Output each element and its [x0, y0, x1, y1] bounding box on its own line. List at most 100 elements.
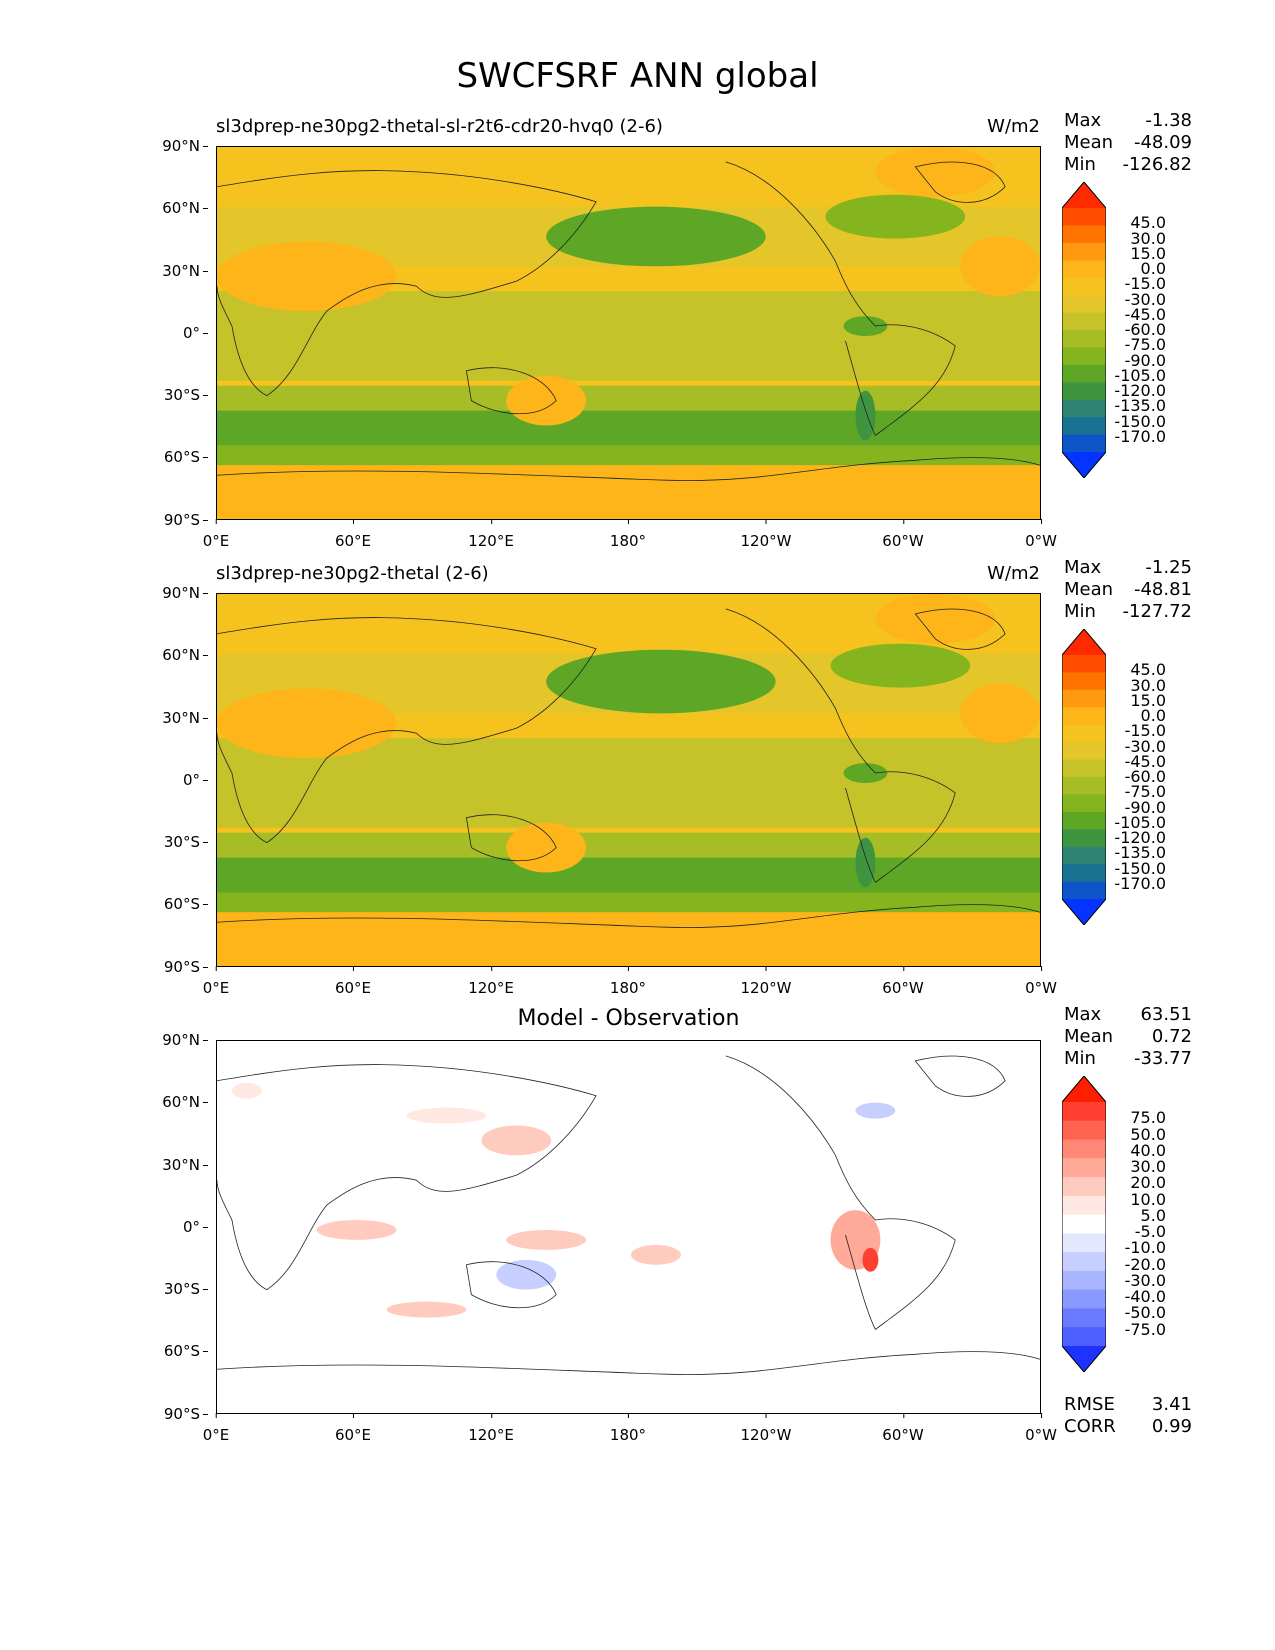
lon-tick: 120°E — [468, 966, 514, 997]
colorbar-tick-label: -60.0 — [1124, 767, 1166, 786]
colorbar-segment — [1062, 1195, 1106, 1216]
colorbar-segment — [1062, 742, 1106, 761]
colorbar-tick-label: 10.0 — [1130, 1189, 1166, 1209]
stat-mean-label: Mean — [1064, 579, 1114, 600]
colorbar-tick-label: 5.0 — [1140, 1205, 1166, 1225]
colorbar-segment — [1062, 1252, 1106, 1272]
colorbar-segment — [1062, 347, 1106, 366]
colorbar-tick-label: -20.0 — [1124, 1254, 1166, 1274]
colorbar-tick-label: 0.0 — [1140, 706, 1166, 725]
colorbar-extend-top — [1062, 182, 1106, 208]
colorbar-tick-label: 40.0 — [1130, 1140, 1166, 1160]
lat-tick: 90°S — [163, 511, 209, 529]
lon-tick: 180° — [609, 966, 647, 997]
colorbar-segment — [1062, 707, 1106, 726]
colorbar-segment — [1062, 382, 1106, 401]
lat-tick: 30°S — [163, 833, 209, 851]
colorbar-tick-label: 75.0 — [1130, 1108, 1166, 1128]
colorbar-segment — [1062, 777, 1106, 795]
colorbar-segment — [1062, 242, 1106, 261]
units-label: W/m2 — [987, 563, 1040, 584]
colorbar-tick-label: -45.0 — [1124, 304, 1166, 324]
colorbar-segment — [1062, 689, 1106, 708]
lat-tick: 60°S — [163, 895, 209, 913]
stat-mean-value: -48.81 — [1133, 579, 1192, 600]
lat-tick: 30°N — [162, 1156, 208, 1174]
stat-mean-value: -48.09 — [1133, 132, 1192, 153]
lon-tick: 60°W — [882, 966, 924, 997]
stats-box: Max -1.25 Mean -48.81 Min -127.72 — [1064, 557, 1192, 623]
colorbar-tick-label: -150.0 — [1114, 858, 1166, 878]
colorbar-tick-label: -15.0 — [1124, 721, 1166, 741]
lat-tick: 90°S — [163, 958, 209, 976]
colorbar-tick-label: -5.0 — [1134, 1222, 1166, 1242]
colorbar-segment — [1062, 417, 1106, 436]
colorbar-tick-label: -135.0 — [1114, 843, 1166, 863]
lat-tick: 60°S — [163, 448, 209, 466]
colorbar — [1062, 629, 1106, 925]
lat-tick: 90°N — [162, 137, 208, 155]
map-plot — [216, 1040, 1041, 1414]
stat-max-value: 63.51 — [1140, 1004, 1192, 1025]
colorbar-segment — [1062, 1214, 1106, 1234]
colorbar-tick-label: 0.0 — [1140, 259, 1166, 278]
lat-tick: 60°S — [163, 1342, 209, 1360]
colorbar-segment — [1062, 1177, 1106, 1197]
colorbar-tick-label: 45.0 — [1130, 660, 1166, 680]
rmse-label: RMSE — [1064, 1394, 1115, 1415]
stat-mean-value: 0.72 — [1151, 1026, 1192, 1047]
panel-title: sl3dprep-ne30pg2-thetal (2-6) — [216, 563, 489, 584]
map-plot — [216, 146, 1041, 520]
colorbar-labels: 75.0 50.0 40.0 30.0 20.0 10.0 5.0 -5.0 -10.0 -20.… — [1106, 1076, 1166, 1372]
colorbar-tick-label: 50.0 — [1130, 1124, 1166, 1144]
colorbar-segment — [1062, 1139, 1106, 1159]
stat-min-value: -127.72 — [1122, 601, 1192, 622]
lat-tick: 60°N — [162, 199, 208, 217]
map-plot — [216, 593, 1041, 967]
colorbar-extend-bottom — [1062, 452, 1106, 478]
colorbar-segment — [1062, 277, 1106, 296]
stats-box: Max -1.38 Mean -48.09 Min -126.82 — [1064, 110, 1192, 176]
colorbar-tick-label: -10.0 — [1124, 1238, 1166, 1258]
colorbar-tick-label: -120.0 — [1114, 828, 1166, 847]
stat-min-value: -33.77 — [1133, 1048, 1192, 1069]
colorbar-tick-label: -60.0 — [1124, 320, 1166, 339]
colorbar-tick-label: -50.0 — [1124, 1303, 1166, 1323]
colorbar-tick-label: -45.0 — [1124, 751, 1166, 771]
colorbar-segment — [1062, 759, 1106, 778]
lon-tick: 60°E — [334, 1413, 372, 1444]
stat-max-label: Max — [1064, 1004, 1102, 1025]
colorbar-tick-label: -90.0 — [1124, 797, 1166, 817]
lat-tick: 0° — [182, 324, 209, 342]
colorbar-tick-label: -105.0 — [1114, 812, 1166, 832]
lat-tick: 90°S — [163, 1405, 209, 1423]
lon-tick: 0°E — [202, 519, 230, 550]
colorbar-segment — [1062, 364, 1106, 383]
colorbar-tick-label: -30.0 — [1124, 1270, 1166, 1290]
lon-tick: 120°W — [740, 1413, 792, 1444]
colorbar-segment — [1062, 829, 1106, 848]
colorbar-segment — [1062, 1270, 1106, 1291]
stats-box: Max 63.51 Mean 0.72 Min -33.77 — [1064, 1004, 1192, 1070]
colorbar-labels: 45.0 30.0 15.0 0.0 -15.0 -30.0 -45.0 -60.0 -75.0… — [1106, 182, 1166, 478]
lon-tick: 120°E — [468, 1413, 514, 1444]
lat-tick: 30°S — [163, 386, 209, 404]
stat-max-value: -1.25 — [1145, 557, 1192, 578]
lon-tick: 180° — [609, 1413, 647, 1444]
difference-map — [217, 1041, 1040, 1413]
colorbar-segment — [1062, 1289, 1106, 1309]
colorbar-tick-label: -150.0 — [1114, 411, 1166, 431]
colorbar-tick-label: -75.0 — [1124, 1319, 1166, 1339]
stat-max-value: -1.38 — [1145, 110, 1192, 131]
panel-model-1: sl3dprep-ne30pg2-thetal-sl-r2t6-cdr20-hv… — [0, 110, 1275, 556]
panel-title: sl3dprep-ne30pg2-thetal-sl-r2t6-cdr20-hv… — [216, 116, 663, 137]
field-map — [217, 594, 1040, 966]
colorbar-segment — [1062, 1327, 1106, 1347]
colorbar — [1062, 1076, 1106, 1372]
colorbar-segment — [1062, 846, 1106, 865]
panel-model-2: sl3dprep-ne30pg2-thetal (2-6) W/m2 — [0, 557, 1275, 1003]
colorbar-segment — [1062, 434, 1106, 453]
field-map — [217, 147, 1040, 519]
colorbar-segment — [1062, 1102, 1106, 1122]
colorbar-segment — [1062, 672, 1106, 691]
